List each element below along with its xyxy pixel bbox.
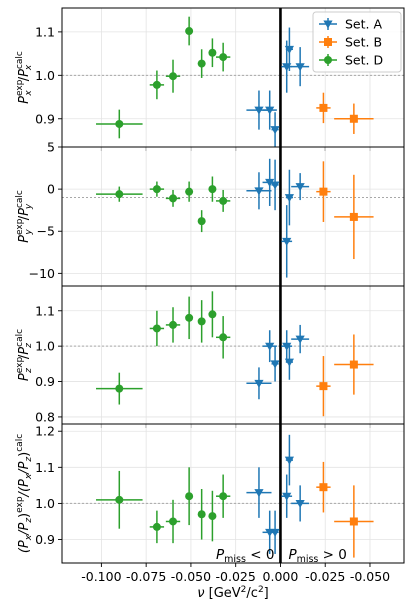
data-point <box>349 360 358 369</box>
legend-marker <box>323 20 333 29</box>
y-tick-label: 0.9 <box>35 374 55 389</box>
data-point <box>219 333 228 342</box>
y-tick-label: 1.0 <box>35 339 55 354</box>
data-point <box>115 190 124 199</box>
y-tick-label: 0.8 <box>35 409 55 424</box>
y-tick-label: 1.0 <box>35 68 55 83</box>
y-axis-label: Pexpx/Pcalcx <box>15 51 34 104</box>
legend-marker <box>324 56 332 64</box>
data-point <box>349 517 358 526</box>
y-axis-label: Pexpz/Pcalcz <box>15 329 34 381</box>
x-tick-label: -0.050 <box>350 569 390 584</box>
data-point <box>284 456 295 465</box>
data-point <box>219 196 228 205</box>
data-point <box>115 384 124 393</box>
data-point <box>185 313 194 322</box>
data-point <box>295 335 305 344</box>
x-tick-label: -0.050 <box>171 569 211 584</box>
data-point <box>265 106 275 115</box>
data-point <box>169 320 178 329</box>
data-point <box>270 126 280 135</box>
data-point <box>219 492 228 501</box>
data-point <box>349 114 358 123</box>
data-point <box>169 194 178 203</box>
y-axis-label: (Px/Pz)exp/(Px/Pz)calc <box>15 434 34 553</box>
data-point <box>270 181 280 190</box>
data-point <box>319 103 328 112</box>
pmiss-positive-label: Pmiss > 0 <box>288 547 346 565</box>
data-point <box>282 492 292 501</box>
panel-frame <box>61 423 405 564</box>
x-axis-label: ν [GeV2/c2] <box>197 585 269 601</box>
data-point <box>265 178 275 187</box>
y-axis-label: Pexpy/Pcalcy <box>15 190 34 243</box>
data-point <box>185 187 194 196</box>
y-tick-label: 5 <box>47 140 55 155</box>
legend-label: Set. D <box>345 53 383 68</box>
y-tick-label: 1.2 <box>35 424 55 439</box>
y-tick-label: 0.9 <box>35 532 55 547</box>
legend-box <box>312 11 402 73</box>
data-point <box>197 59 206 68</box>
data-point <box>169 72 178 81</box>
data-point <box>270 360 280 369</box>
data-point <box>197 510 206 519</box>
x-tick-label: -0.100 <box>81 569 121 584</box>
data-point <box>319 382 328 391</box>
data-point <box>254 106 264 115</box>
data-point <box>284 194 295 203</box>
data-point <box>185 27 194 36</box>
data-point <box>219 53 228 62</box>
data-point <box>152 324 161 333</box>
y-tick-label: 0 <box>47 182 55 197</box>
y-tick-label: 1.1 <box>35 303 55 318</box>
data-point <box>208 48 217 57</box>
data-point <box>208 310 217 319</box>
data-point <box>349 212 358 221</box>
y-tick-label: −5 <box>37 224 55 239</box>
y-tick-label: 1.0 <box>35 496 55 511</box>
y-tick-label: 1.1 <box>35 24 55 39</box>
data-point <box>115 495 124 504</box>
data-point <box>284 358 295 367</box>
data-point <box>319 187 328 196</box>
x-tick-label: 0.000 <box>263 569 299 584</box>
data-point <box>295 499 305 509</box>
data-point <box>319 483 328 492</box>
legend-label: Set. B <box>345 35 382 50</box>
data-point <box>152 185 161 194</box>
data-point <box>169 517 178 526</box>
data-point <box>208 512 217 521</box>
data-point <box>284 45 295 54</box>
panel-frame <box>61 285 405 425</box>
legend-label: Set. A <box>345 17 382 32</box>
data-point <box>152 80 161 89</box>
data-point <box>270 528 280 537</box>
y-tick-label: 1.1 <box>35 460 55 475</box>
data-point <box>254 489 264 498</box>
data-point <box>254 187 264 196</box>
data-point <box>208 185 217 194</box>
data-point <box>197 217 206 226</box>
data-point <box>295 63 305 72</box>
x-tick-label: -0.075 <box>126 569 166 584</box>
data-point <box>185 492 194 501</box>
data-point <box>152 522 161 531</box>
legend-marker <box>324 38 332 46</box>
pmiss-negative-label: Pmiss < 0 <box>216 547 274 565</box>
y-tick-label: 0.9 <box>35 111 55 126</box>
y-tick-label: −10 <box>29 266 55 281</box>
data-point <box>282 237 292 246</box>
data-point <box>265 342 275 351</box>
data-point <box>197 317 206 326</box>
data-point <box>115 119 124 128</box>
x-tick-label: -0.025 <box>305 569 345 584</box>
data-point <box>295 183 305 192</box>
data-point <box>254 379 264 388</box>
x-tick-label: -0.025 <box>216 569 256 584</box>
